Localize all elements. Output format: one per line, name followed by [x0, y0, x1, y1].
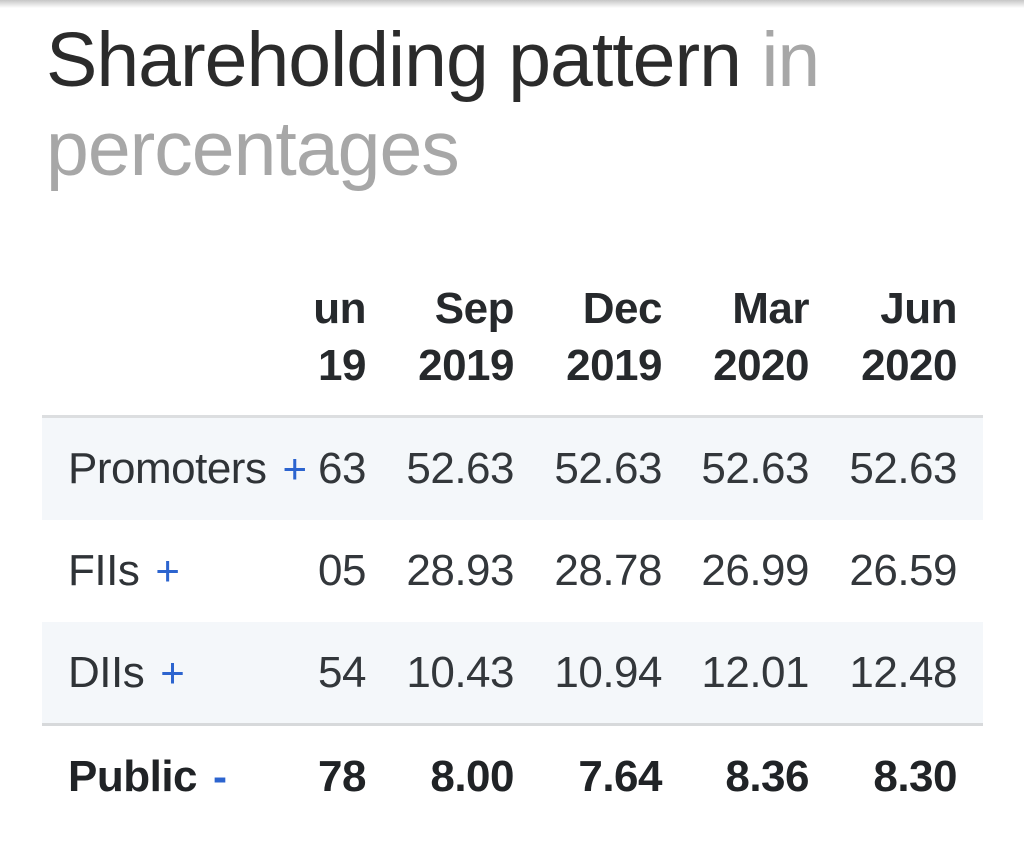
title-line-2: percentages	[46, 105, 946, 194]
title-suffix-1: in	[761, 17, 820, 103]
month-label: Dec	[582, 284, 663, 333]
value-cell: 28.93	[406, 546, 514, 595]
value-cell: 26.99	[701, 546, 809, 595]
column-header-jun-2019: un 19	[313, 280, 366, 394]
row-label-diis: DIIs +	[68, 622, 185, 723]
header-bottom-border	[42, 415, 983, 418]
value-cell: 78	[318, 752, 366, 801]
value-cell: 8.36	[725, 752, 809, 801]
value-cell: 12.01	[701, 647, 809, 697]
year-label: 2019	[418, 341, 514, 390]
value-cell: 7.64	[578, 752, 662, 801]
column-header-dec-2019: Dec 2019	[566, 280, 662, 394]
value-cell: 26.59	[849, 546, 957, 595]
value-cell: 8.30	[873, 752, 957, 801]
column-header-sep-2019: Sep 2019	[418, 280, 514, 394]
row-label-promoters: Promoters +	[68, 418, 307, 520]
table-row-fiis: FIIs + 05 28.93 28.78 26.99 26.59	[0, 520, 1024, 622]
page-title: Shareholding pattern in percentages	[46, 16, 946, 194]
expand-toggle-icon[interactable]: +	[282, 445, 307, 492]
column-header-mar-2020: Mar 2020	[713, 280, 809, 394]
expand-toggle-icon[interactable]: +	[155, 547, 180, 594]
value-cell: 28.78	[554, 546, 662, 595]
value-cell: 8.00	[430, 752, 514, 801]
value-cell: 52.63	[701, 444, 809, 493]
month-label: Sep	[434, 284, 515, 333]
value-cell: 52.63	[406, 444, 514, 493]
row-label-text: Public	[68, 752, 198, 801]
value-cell: 52.63	[554, 444, 662, 493]
value-cell: 63	[318, 444, 366, 493]
row-label-text: FIIs	[68, 546, 140, 595]
title-line-1: Shareholding pattern in	[46, 16, 946, 105]
year-label: 19	[318, 341, 366, 390]
title-suffix-2: percentages	[46, 106, 460, 192]
year-label: 2020	[861, 341, 957, 390]
row-label-text: Promoters	[68, 444, 267, 493]
expand-toggle-icon[interactable]: +	[160, 648, 185, 696]
row-background	[42, 622, 983, 723]
value-cell: 10.43	[406, 647, 514, 697]
value-cell: 52.63	[849, 444, 957, 493]
collapse-toggle-icon[interactable]: -	[213, 753, 227, 800]
row-label-public: Public -	[68, 726, 227, 828]
top-divider	[0, 0, 1024, 8]
month-label: Jun	[880, 284, 957, 333]
value-cell: 12.48	[849, 647, 957, 697]
value-cell: 54	[318, 647, 366, 697]
month-label: un	[313, 284, 366, 333]
month-label: Mar	[732, 284, 809, 333]
row-label-text: DIIs	[68, 647, 145, 697]
title-main: Shareholding pattern	[46, 17, 742, 103]
row-background	[42, 418, 983, 520]
year-label: 2020	[713, 341, 809, 390]
year-label: 2019	[566, 341, 662, 390]
table-row-promoters: Promoters + 63 52.63 52.63 52.63 52.63	[0, 418, 1024, 520]
public-row-top-border	[42, 723, 983, 726]
value-cell: 10.94	[554, 647, 662, 697]
column-header-jun-2020: Jun 2020	[861, 280, 957, 394]
table-row-diis: DIIs + 54 10.43 10.94 12.01 12.48	[0, 622, 1024, 723]
row-label-fiis: FIIs +	[68, 520, 180, 622]
table-row-public: Public - 78 8.00 7.64 8.36 8.30	[0, 726, 1024, 828]
value-cell: 05	[318, 546, 366, 595]
